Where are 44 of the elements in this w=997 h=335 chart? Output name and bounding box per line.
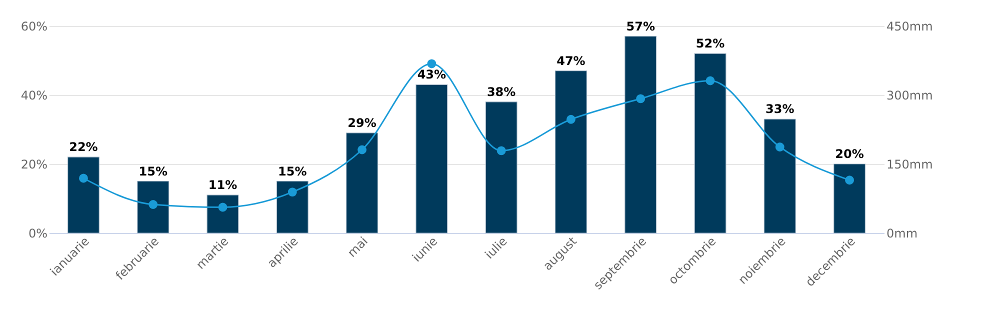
bar	[206, 194, 239, 234]
bar	[276, 180, 308, 234]
point	[218, 202, 228, 212]
y-tick-label: 0%	[28, 226, 48, 240]
point	[496, 146, 506, 156]
y-tick-label: 60%	[20, 20, 48, 34]
point	[288, 188, 297, 197]
y2-tick-label: 0mm	[886, 226, 918, 240]
point	[427, 59, 436, 68]
bar	[624, 36, 657, 234]
data-label: 22%	[69, 140, 98, 154]
bar	[554, 70, 587, 234]
bar	[764, 118, 796, 234]
point	[358, 145, 367, 154]
point	[636, 94, 646, 104]
point	[775, 142, 784, 152]
data-label: 11%	[208, 178, 238, 192]
bar	[694, 53, 726, 234]
y2-tick-label: 450mm	[886, 20, 933, 34]
data-label: 20%	[835, 147, 864, 161]
bar	[834, 164, 866, 234]
bar	[137, 180, 170, 234]
bar	[346, 132, 378, 234]
y-tick-label: 20%	[20, 158, 48, 172]
data-label: 38%	[486, 84, 516, 99]
y2-tick-label: 300mm	[886, 88, 933, 102]
data-label: 33%	[766, 102, 794, 116]
point	[845, 176, 854, 185]
data-label: 57%	[626, 19, 655, 34]
point	[148, 200, 158, 209]
data-label: 15%	[138, 164, 168, 178]
data-label: 52%	[696, 36, 725, 51]
point	[566, 114, 576, 124]
data-label: 47%	[556, 54, 586, 68]
data-label: 15%	[278, 164, 307, 178]
y-tick-label: 40%	[20, 88, 48, 102]
point	[706, 76, 715, 86]
bar	[416, 84, 448, 234]
data-label: 43%	[417, 68, 446, 82]
bar	[485, 102, 518, 234]
y2-tick-label: 150mm	[886, 158, 933, 172]
data-label: 29%	[348, 116, 376, 130]
bar	[68, 156, 100, 234]
point	[79, 174, 88, 183]
